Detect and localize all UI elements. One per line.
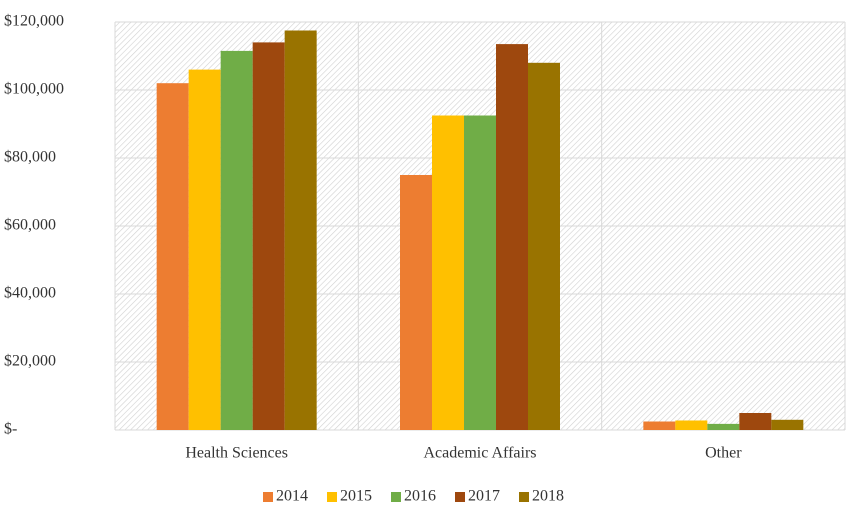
legend-label: 2014 bbox=[276, 488, 308, 505]
bar bbox=[707, 423, 740, 430]
bar bbox=[432, 115, 464, 430]
bar bbox=[156, 83, 189, 430]
bar bbox=[496, 44, 528, 430]
bar bbox=[220, 50, 253, 431]
bar bbox=[675, 420, 708, 430]
y-tick-label: $- bbox=[4, 421, 17, 438]
bar bbox=[252, 42, 285, 431]
x-tick-label: Other bbox=[705, 445, 742, 462]
legend-swatch bbox=[519, 492, 529, 502]
bar bbox=[739, 413, 772, 430]
bar bbox=[464, 115, 496, 430]
y-tick-label: $120,000 bbox=[4, 13, 64, 30]
y-tick-label: $40,000 bbox=[4, 285, 56, 302]
y-tick-label: $20,000 bbox=[4, 353, 56, 370]
y-tick-label: $60,000 bbox=[4, 217, 56, 234]
legend-label: 2018 bbox=[532, 488, 564, 505]
bar bbox=[400, 175, 432, 430]
x-tick-label: Academic Affairs bbox=[424, 445, 537, 462]
bar bbox=[188, 69, 221, 430]
bar bbox=[643, 421, 676, 430]
y-tick-label: $80,000 bbox=[4, 149, 56, 166]
legend-label: 2015 bbox=[340, 488, 372, 505]
legend-swatch bbox=[263, 492, 273, 502]
legend-label: 2016 bbox=[404, 488, 436, 505]
legend-swatch bbox=[327, 492, 337, 502]
bar bbox=[771, 419, 804, 430]
legend-swatch bbox=[455, 492, 465, 502]
legend-swatch bbox=[391, 492, 401, 502]
y-tick-label: $100,000 bbox=[4, 81, 64, 98]
bar bbox=[528, 62, 560, 431]
legend-label: 2017 bbox=[468, 488, 500, 505]
bar bbox=[284, 30, 317, 430]
x-tick-label: Health Sciences bbox=[185, 445, 288, 462]
